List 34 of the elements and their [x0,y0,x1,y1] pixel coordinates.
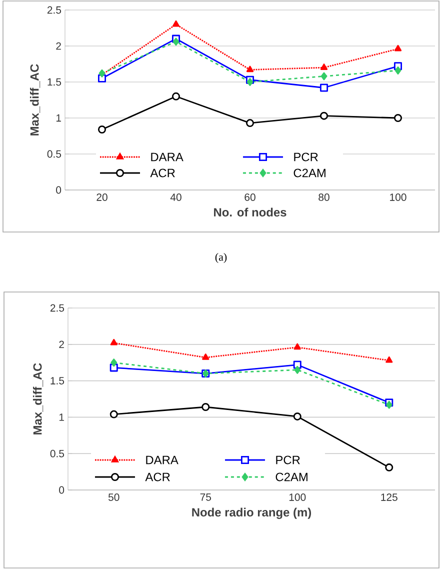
x-axis-title: Node radio range (m) [192,508,312,519]
y-tick-label: 2 [56,42,61,50]
legend-label: ACR [145,472,170,482]
x-tick-label: 125 [381,494,398,501]
y-tick-label: 2.5 [47,6,62,14]
y-tick-label: 2.5 [50,304,64,312]
y-axis-title: Max_diff_AC [32,363,44,434]
x-tick-label: 50 [108,494,120,501]
x-tick-label: 75 [200,494,211,501]
x-tick-label: 100 [390,194,406,201]
legend-label: ACR [150,168,175,178]
x-tick-label: 20 [96,194,108,201]
y-tick-label: 0 [56,186,62,194]
x-tick-label: 40 [170,194,182,201]
text: (a) [215,253,227,263]
legend-label: PCR [294,152,318,162]
y-tick-label: 1 [59,414,64,421]
y-tick-label: 0.5 [47,150,62,158]
legend-label: DARA [151,152,184,162]
y-tick-label: 0 [59,486,64,494]
y-tick-label: 0.5 [50,450,64,458]
legend-label: PCR [276,456,300,464]
legend-label: C2AM [276,472,308,482]
y-tick-label: 2 [59,340,64,348]
legend-label: DARA [146,456,178,464]
x-tick-label: 100 [289,494,306,501]
x-tick-label: 60 [244,194,256,201]
x-tick-label: 80 [318,194,330,201]
legend-label: C2AM [294,168,326,178]
x-axis-title: No. of nodes [214,208,286,217]
y-axis-title: Max_diff_AC [30,64,40,136]
y-tick-label: 1 [56,114,61,122]
y-tick-label: 1.5 [48,78,62,86]
y-tick-label: 1.5 [50,377,64,384]
